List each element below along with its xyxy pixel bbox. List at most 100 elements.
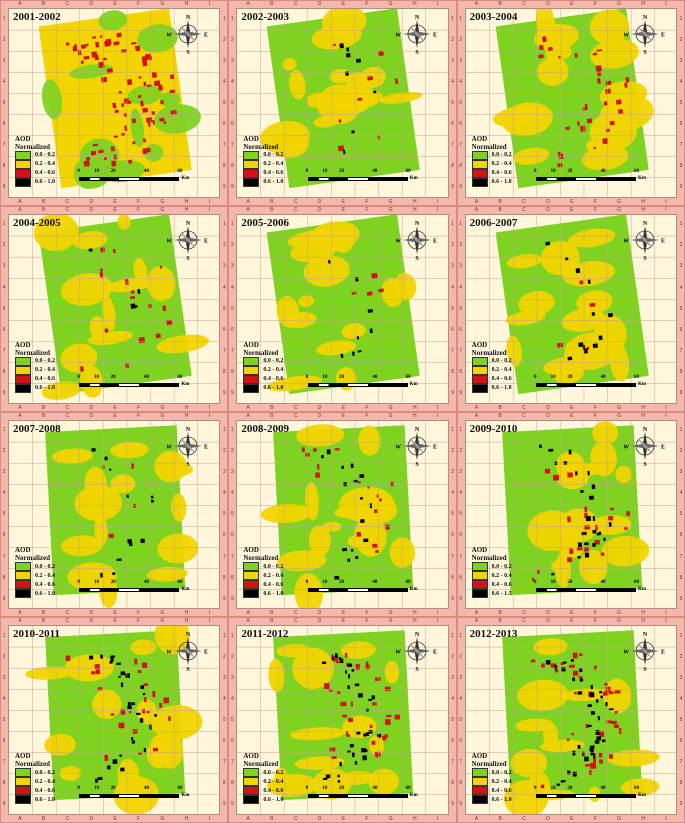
grid-label: 8 — [451, 368, 455, 375]
grid-label: G — [388, 1, 393, 7]
grid-label: I — [665, 404, 667, 411]
aod-very-high-pixel — [109, 467, 112, 471]
scale-tick-label: 20 — [110, 580, 116, 586]
aod-high-pixel — [348, 717, 354, 723]
aod-high-pixel — [606, 720, 612, 724]
map-year-title: 2004-2005 — [13, 216, 61, 229]
legend-row: 0.0 - 0.2 — [471, 768, 512, 777]
legend-swatch — [15, 159, 31, 169]
aod-raster — [465, 420, 676, 609]
aod-class-zone — [358, 425, 381, 456]
grid-label: 2 — [230, 448, 234, 455]
grid-label: I — [665, 412, 667, 419]
aod-very-high-pixel — [322, 661, 327, 665]
grid-label: B — [498, 610, 502, 617]
grid-label: F — [593, 206, 597, 213]
map-panel-2008-2009: A B C D E F G H I A B C D E F G H I 1 2 3 4 5 6 7 8 9 1 2 3 4 5 6 7 8 9 2008… — [228, 411, 457, 618]
grid-labels: 1 2 3 4 5 6 7 8 9 — [677, 625, 685, 815]
compass-rose-icon: N S E W — [396, 632, 437, 672]
grid-label: 1 — [679, 221, 683, 228]
grid-label: F — [137, 404, 141, 411]
grid-label: F — [365, 412, 369, 419]
grid-label: E — [341, 1, 346, 7]
grid-label: 1 — [230, 427, 234, 434]
aod-high-pixel — [595, 65, 600, 72]
grid-label: D — [89, 404, 94, 411]
legend-label: 0.2 - 0.4 — [491, 367, 512, 373]
aod-high-pixel — [351, 291, 358, 295]
scale-unit: Km — [181, 381, 190, 387]
aod-raster — [9, 420, 220, 609]
aod-high-pixel — [138, 76, 142, 79]
aod-very-high-pixel — [356, 58, 362, 63]
legend-label: 0.2 - 0.4 — [491, 778, 512, 785]
aod-high-pixel — [154, 80, 161, 87]
grid-label: 7 — [2, 553, 6, 560]
grid-label: 8 — [459, 368, 463, 375]
grid-label: C — [293, 198, 298, 205]
aod-very-high-pixel — [127, 538, 132, 543]
legend-label: 0.0 - 0.2 — [35, 563, 55, 570]
aod-high-pixel — [603, 101, 608, 106]
legend-title: AOD — [15, 546, 31, 555]
grid-label: C — [293, 610, 298, 617]
aod-very-high-pixel — [587, 470, 590, 475]
legend-label: 0.6 - 1.0 — [35, 796, 55, 803]
aod-class-zone — [506, 253, 542, 269]
aod-high-pixel — [120, 709, 126, 716]
aod-high-pixel — [593, 539, 600, 545]
aod-very-high-pixel — [125, 673, 131, 679]
scale-tick-label: 10 — [322, 374, 328, 380]
grid-label: 3 — [459, 674, 463, 681]
legend-swatch — [15, 383, 31, 393]
grid-label: 4 — [230, 284, 234, 291]
grid-label: 8 — [230, 163, 234, 170]
grid-label: H — [413, 404, 417, 411]
legend-swatch — [243, 177, 260, 187]
compass-label-w: W — [167, 650, 172, 656]
grid-label: 8 — [459, 780, 463, 787]
aod-high-pixel — [143, 81, 147, 87]
aod-class-zone — [562, 688, 611, 702]
aod-high-pixel — [367, 75, 374, 81]
compass-label-w: W — [167, 444, 172, 450]
grid-label: 2 — [230, 36, 234, 43]
compass-label-s: S — [643, 462, 647, 467]
scale-unit: Km — [637, 793, 647, 798]
aod-high-pixel — [80, 60, 84, 64]
grid-label: 9 — [451, 389, 455, 396]
scale-tick-label: 10 — [322, 580, 328, 586]
aod-class-zone — [105, 277, 155, 293]
legend-row: 0.6 - 1.0 — [15, 177, 55, 187]
scale-bar: 0 10 20 40 60 Km — [534, 375, 646, 393]
aod-high-pixel — [104, 328, 109, 333]
aod-high-pixel — [367, 291, 373, 296]
legend-row: 0.2 - 0.4 — [15, 777, 55, 786]
grid-label: 2 — [222, 448, 226, 455]
legend-label: 0.0 - 0.2 — [35, 152, 55, 159]
grid-label: 1 — [230, 221, 234, 228]
grid-label: H — [184, 1, 189, 7]
grid-label: D — [89, 618, 94, 625]
aod-very-high-pixel — [598, 531, 601, 535]
grid-labels: 1 2 3 4 5 6 7 8 9 — [677, 214, 685, 404]
compass-rose-icon: N S E W — [396, 427, 437, 467]
compass-label-s: S — [643, 50, 647, 55]
grid-label: E — [113, 412, 117, 419]
aod-high-pixel — [101, 76, 108, 83]
legend: AOD Normalized 0.0 - 0.2 0.2 - 0.4 0.4 - 0.6… — [243, 546, 283, 599]
aod-very-high-pixel — [365, 749, 368, 753]
aod-very-high-pixel — [130, 303, 136, 309]
aod-very-high-pixel — [345, 71, 350, 77]
grid-labels: 1 2 3 4 5 6 7 8 9 — [457, 8, 465, 198]
aod-high-pixel — [160, 100, 164, 105]
scale-tick-label: 60 — [405, 580, 411, 586]
grid-label: 9 — [679, 184, 683, 191]
aod-class-zone — [298, 295, 315, 307]
grid-label: 1 — [451, 15, 455, 22]
legend-swatch — [15, 150, 31, 160]
grid-label: 9 — [451, 801, 455, 808]
aod-very-high-pixel — [556, 783, 561, 787]
grid-label: 9 — [230, 389, 234, 396]
